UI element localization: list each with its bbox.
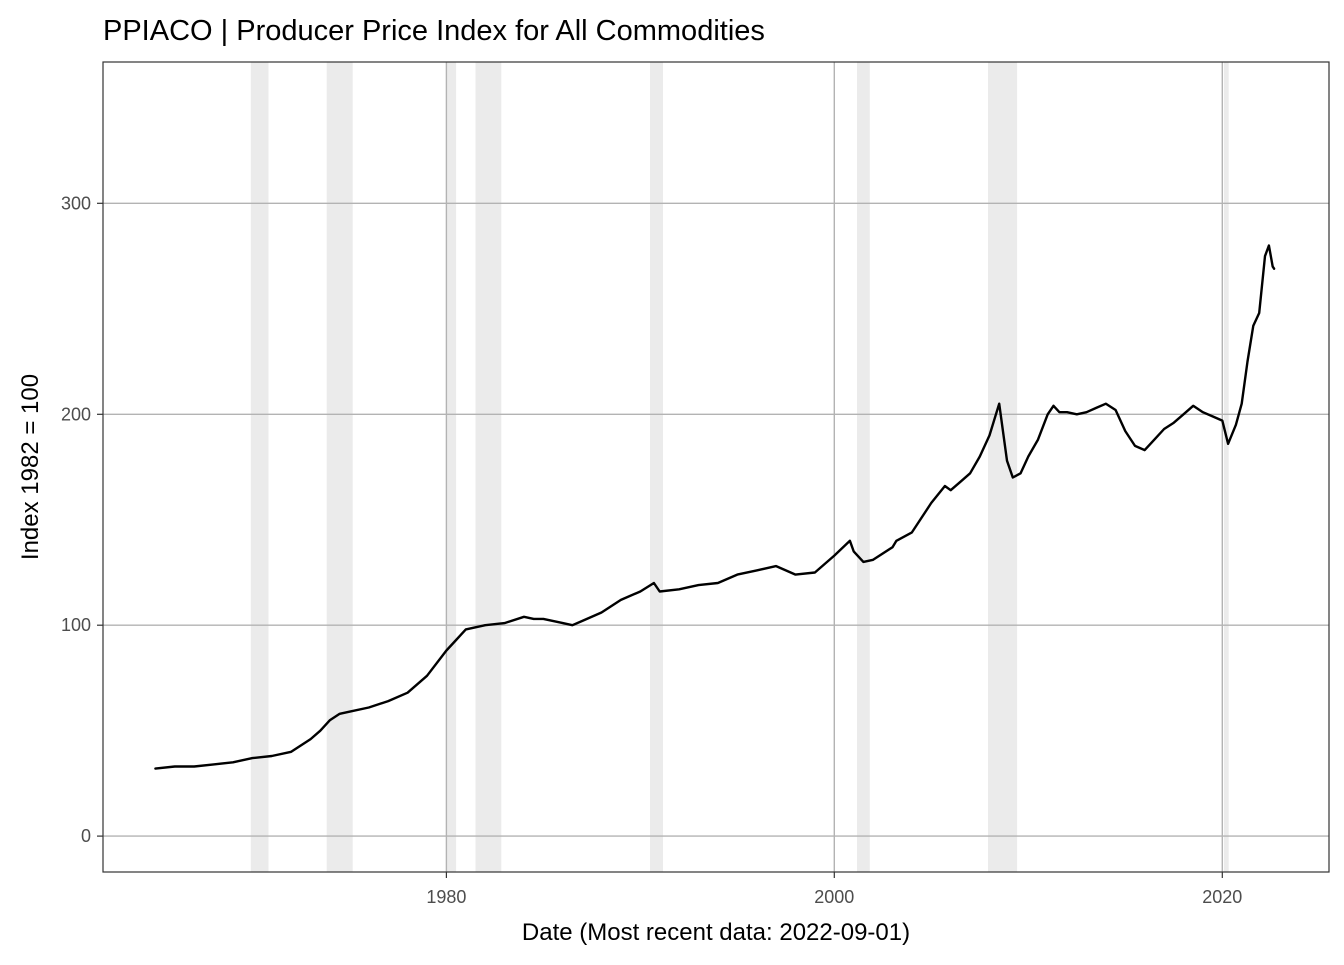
y-tick-label-300: 300 xyxy=(61,193,91,213)
recession-bands xyxy=(250,62,1229,872)
x-tick-label-2020: 2020 xyxy=(1202,887,1242,907)
chart-title: PPIACO | Producer Price Index for All Co… xyxy=(103,15,765,47)
series-line-1 xyxy=(154,244,1276,770)
y-axis-label: Index 1982 = 100 xyxy=(17,374,44,560)
x-axis-label: Date (Most recent data: 2022-09-01) xyxy=(522,919,910,946)
recession-band-6 xyxy=(857,62,870,872)
y-axis: 0 100 200 300 xyxy=(61,193,103,846)
x-tick-label-2000: 2000 xyxy=(814,887,854,907)
x-axis: 1980 2000 2020 xyxy=(426,872,1242,907)
recession-band-4 xyxy=(475,62,502,872)
recession-band-8 xyxy=(1223,62,1229,872)
recession-band-5 xyxy=(650,62,663,872)
y-tick-label-200: 200 xyxy=(61,404,91,424)
series-layer xyxy=(154,244,1276,770)
y-tick-label-100: 100 xyxy=(61,615,91,635)
recession-band-7 xyxy=(988,62,1018,872)
recession-band-1 xyxy=(250,62,269,872)
y-tick-label-0: 0 xyxy=(81,826,91,846)
recession-band-2 xyxy=(326,62,353,872)
x-tick-label-1980: 1980 xyxy=(426,887,466,907)
gridlines xyxy=(103,62,1329,872)
recession-band-3 xyxy=(446,62,457,872)
plot-panel-border xyxy=(102,61,1330,873)
